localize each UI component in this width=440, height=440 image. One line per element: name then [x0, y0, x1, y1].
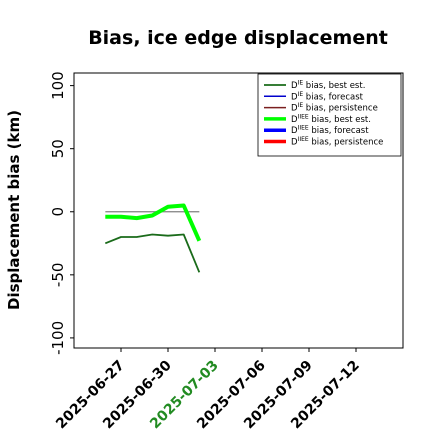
plot-frame: [73, 72, 404, 349]
y-tick-label: -50: [49, 263, 67, 288]
legend-label-3: DIIEE bias, best est.: [291, 113, 371, 125]
y-tick-label: 50: [49, 139, 67, 158]
y-tick-label: -100: [49, 321, 67, 355]
legend-label-2: DIE bias, persistence: [291, 102, 378, 114]
y-tick-label: 100: [49, 71, 67, 100]
legend-label-0: DIE bias, best est.: [291, 80, 365, 92]
series-line-3: [105, 203, 202, 242]
legend-label-4: DIIEE bias, forecast: [291, 125, 369, 137]
y-tick-label: 0: [49, 207, 67, 217]
legend-label-1: DIE bias, forecast: [291, 91, 364, 103]
series-line-0: [104, 233, 201, 273]
legend: DIE bias, best est.DIE bias, forecastDIE…: [257, 73, 402, 157]
chart-title: Bias, ice edge displacement: [88, 27, 388, 49]
legend-label-5: DIIEE bias, persistence: [291, 136, 383, 148]
y-axis-label: Displacement bias (km): [5, 110, 23, 310]
